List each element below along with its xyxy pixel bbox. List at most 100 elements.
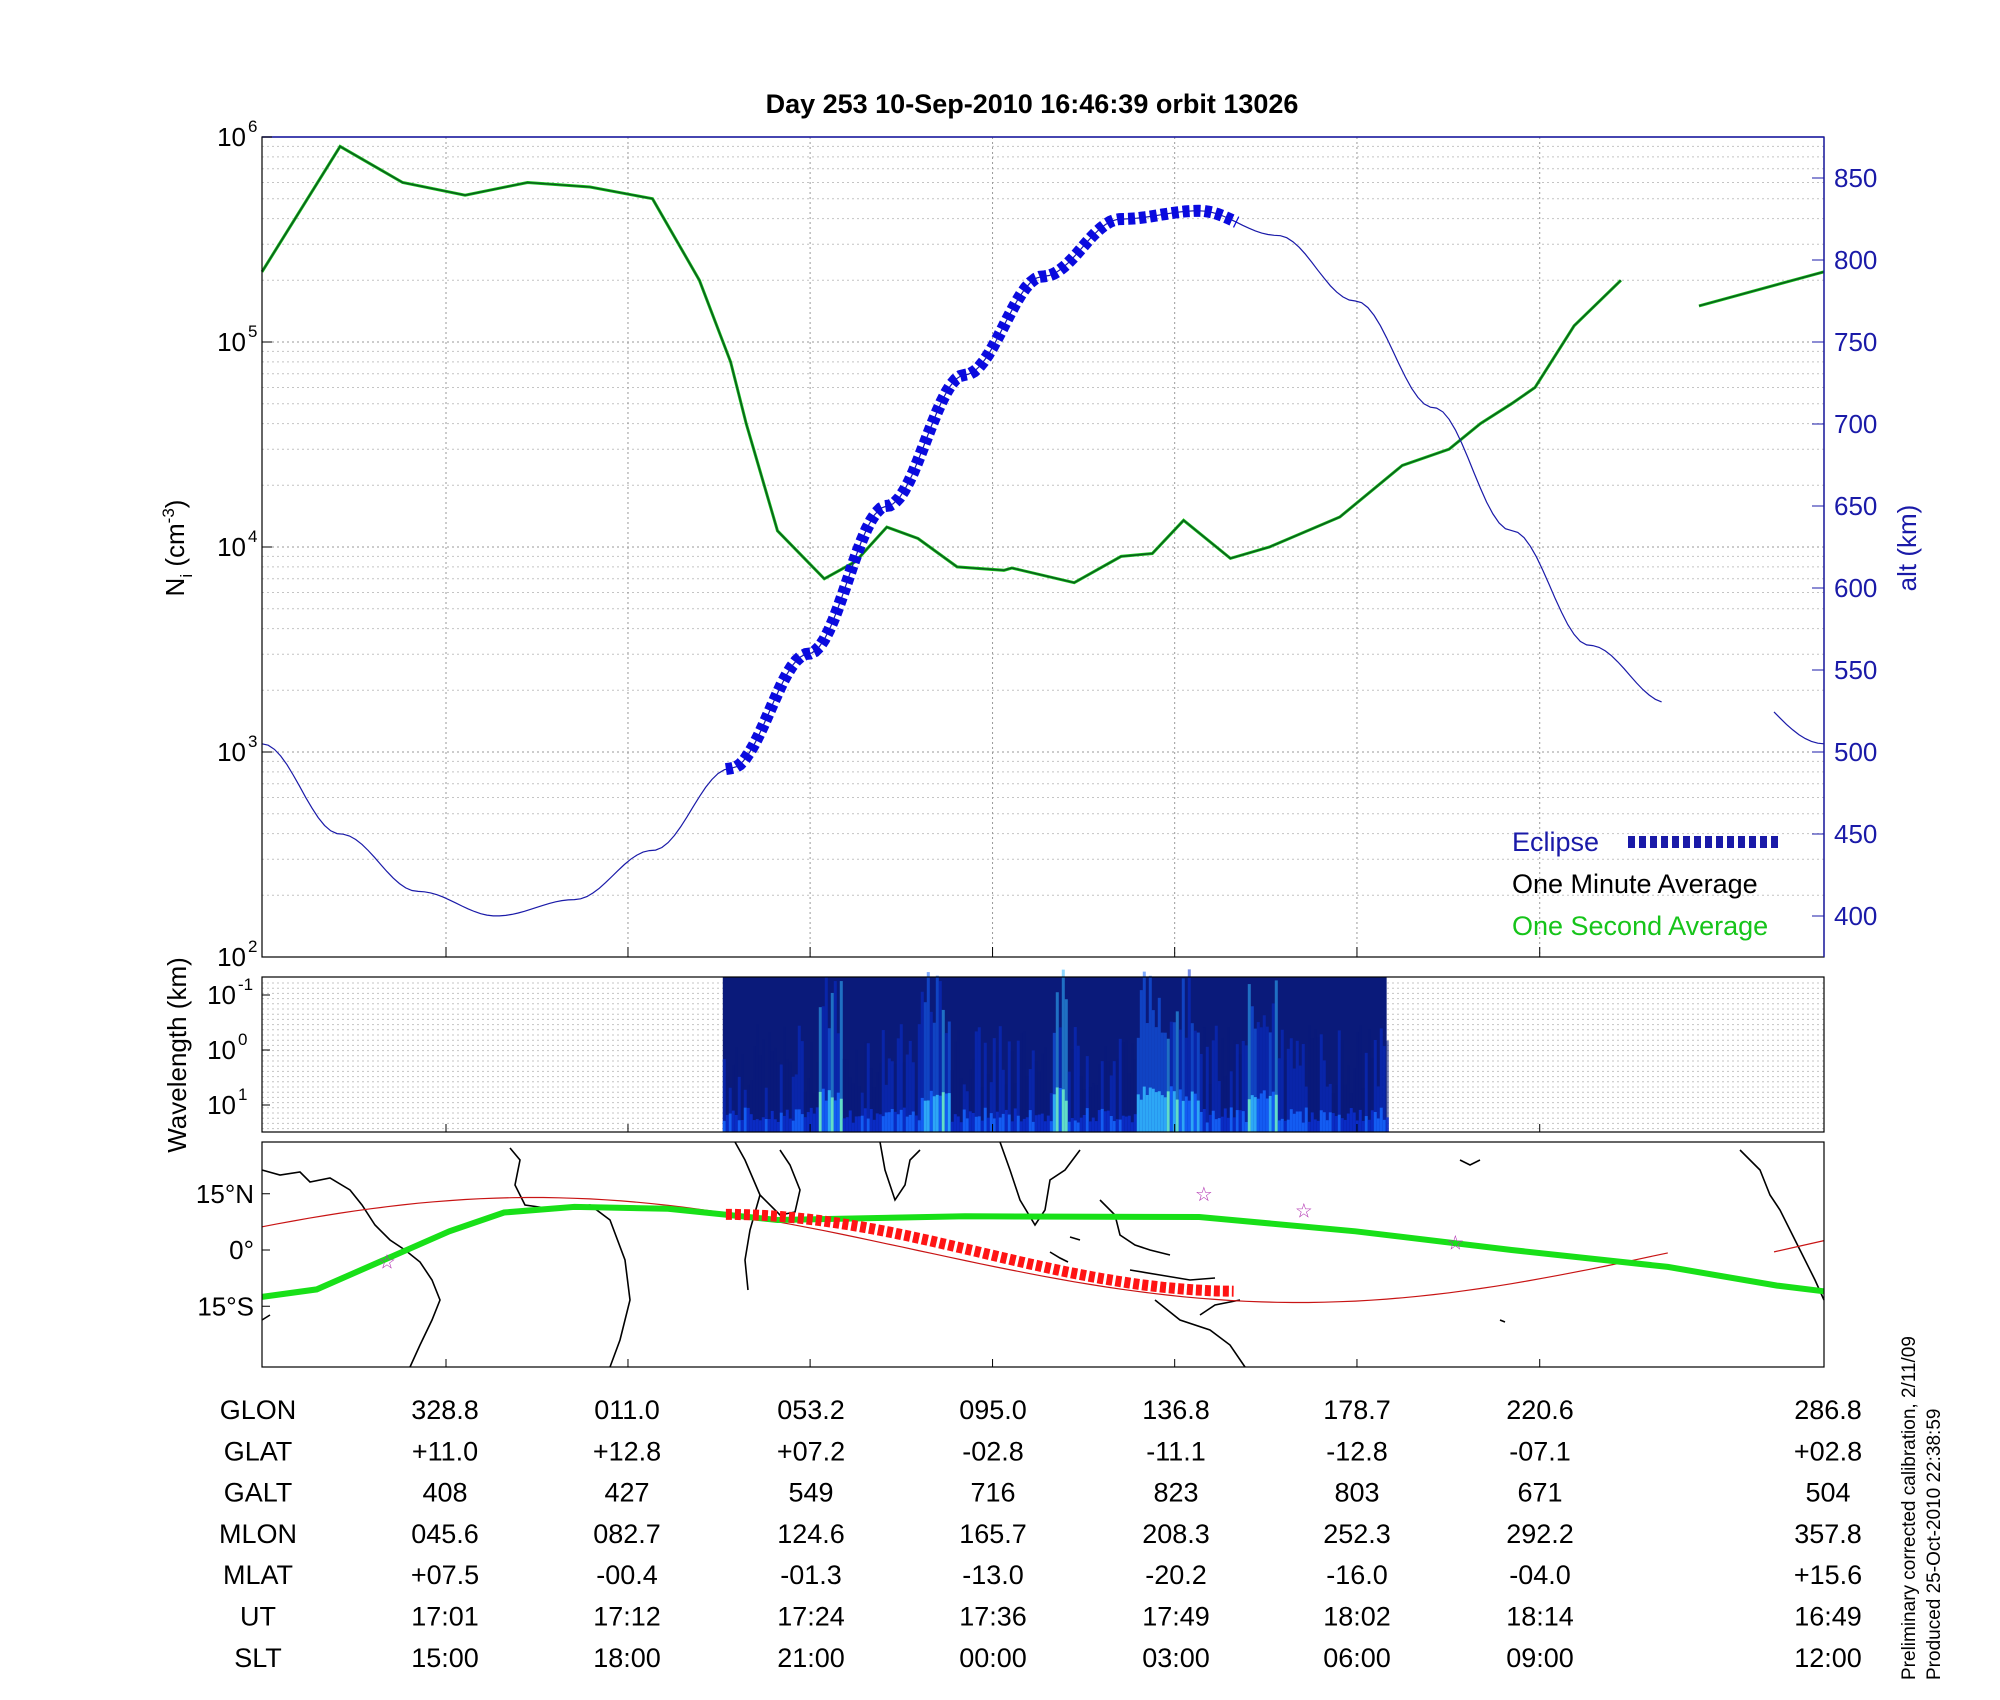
spectrogram-column [1082,1089,1086,1132]
spectrogram-column [1016,1040,1020,1132]
spectrogram-column-hot [890,1108,894,1132]
spectrogram-column [1181,978,1185,1132]
spectrogram-column [1268,1032,1272,1132]
table-cell: 427 [604,1478,649,1508]
spectrogram-column [914,1089,918,1132]
table-row-label: GLON [220,1395,297,1425]
one-second-average-line [260,144,1825,585]
table-cell: 095.0 [959,1395,1027,1425]
density-axis-label: Ni (cm-3) [159,500,196,597]
spectrogram-column [920,991,924,1132]
spectrogram-column [1064,999,1068,1132]
table-row-label: GLAT [224,1436,293,1466]
table-cell: 17:36 [959,1602,1027,1632]
spectrogram-column [860,1092,864,1132]
spectrogram-column [1358,1025,1362,1132]
coastline [1099,1199,1171,1256]
spectrogram-column [1172,1022,1176,1132]
spectrogram-column-hot [815,1107,819,1132]
spectrogram-column [911,1062,915,1132]
spectrogram-column-hot [1163,1097,1167,1132]
spectrogram-column [1190,1023,1194,1132]
orbit-track [261,1196,1668,1304]
altitude-tick-label: 550 [1834,655,1877,685]
spectrogram-column-hot [812,1113,816,1132]
spectrogram-column-hot [1334,1116,1338,1132]
spectrogram-column [788,1061,792,1132]
table-cell: 252.3 [1323,1519,1391,1549]
spectrogram-column-hot [839,1098,843,1132]
spectrogram-column-hot [905,1116,909,1132]
spectrogram-column-hot [920,1097,924,1132]
spectrogram-column-hot [1370,1110,1374,1132]
spectrogram-column-hot [758,1120,762,1132]
spectrogram-column-hot [860,1115,864,1132]
orbit-tracks: ☆ ☆ ☆ ☆ [261,1184,1825,1304]
spectrogram-column-hot [989,1113,993,1132]
spectrogram-column-hot [932,1096,936,1132]
spectrogram-column [1292,1068,1296,1132]
spectrogram-column-hot [1118,1119,1122,1132]
spectrogram-column [980,1087,984,1132]
spectrogram-column [1208,1084,1212,1132]
table-cell: +11.0 [412,1436,478,1466]
spectrogram-column [1124,1040,1128,1132]
spectrogram-column-hot [1349,1108,1353,1132]
spectrogram-column-hot [1127,1115,1131,1132]
spectrogram-column-hot [761,1117,765,1132]
spectrogram-column [1037,1071,1041,1132]
spectrogram-column-hot [767,1119,771,1132]
latitude-tick-label: 15°S [197,1291,254,1321]
table-cell: 18:02 [1323,1602,1391,1632]
spectrogram-column-hot [1157,1091,1161,1132]
table-row-label: MLAT [223,1560,293,1590]
table-cell: -20.2 [1145,1560,1207,1590]
spectrogram-column [962,1084,966,1132]
spectrogram-column-hot [779,1112,783,1132]
spectrogram-column [1220,1037,1224,1132]
spectrogram-column-hot [752,1120,756,1132]
spectrogram-column-hot [1022,1118,1026,1132]
spectrogram-column [1070,1049,1074,1132]
spectrogram-column [899,1024,903,1132]
spectrogram-column [1109,1075,1113,1132]
spectrogram-column [1010,1050,1014,1132]
spectrogram-column-hot [1052,1094,1056,1132]
spectrogram-column-hot [983,1107,987,1132]
spectrogram-column [1154,1027,1158,1132]
spectrogram-column [1028,1069,1032,1132]
spectrogram-column-hot [1247,1099,1251,1132]
spectrogram-column [1307,1024,1311,1132]
spectrogram-column [815,1062,819,1132]
spectrogram-column-hot [1007,1114,1011,1132]
spectrogram-column [1373,1040,1377,1132]
spectrogram-column-hot [746,1107,750,1132]
spectrogram-column [827,1028,831,1132]
spectrogram-column-hot [1256,1098,1260,1132]
spectrogram-column [734,1047,738,1132]
spectrogram-column-hot [1097,1110,1101,1132]
spectrogram-column [1277,1058,1281,1132]
spectrogram-column-hot [1115,1119,1119,1132]
spectrogram-column-hot [1199,1111,1203,1132]
spectrogram-column-hot [956,1116,960,1132]
spectrogram-column [806,1078,810,1132]
spectrogram-column-hot [1283,1120,1287,1132]
spectrogram-column-hot [1328,1112,1332,1132]
spectrogram-column [1328,1083,1332,1132]
spectrogram-column [986,1073,990,1132]
spectrogram-column-hot [1112,1121,1116,1132]
spectrogram-column [1352,1068,1356,1132]
table-cell: 18:14 [1506,1602,1574,1632]
spectrogram-column [1226,1026,1230,1132]
coastline [1499,1319,1506,1323]
spectrogram-column [728,1087,732,1132]
spectrogram-column [1079,1076,1083,1132]
wavelength-axis-label: Wavelength (km) [162,957,192,1153]
table-cell: 408 [422,1478,467,1508]
spectrogram-column [1157,997,1161,1132]
spectrogram-column-hot [1343,1119,1347,1132]
spectrogram-column [761,1039,765,1132]
